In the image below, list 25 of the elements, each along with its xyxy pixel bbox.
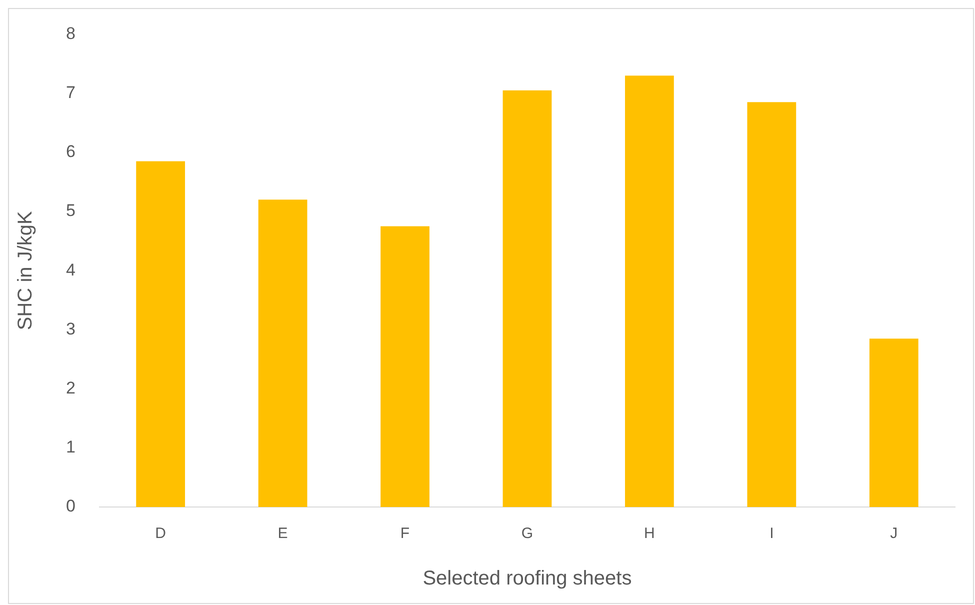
y-tick-label: 2: [66, 378, 76, 398]
x-tick-label: J: [890, 525, 898, 542]
bar: [502, 90, 552, 507]
x-tick-label: F: [400, 525, 410, 542]
x-axis-title: Selected roofing sheets: [422, 568, 632, 590]
bar: [380, 226, 430, 507]
bar: [258, 200, 308, 507]
y-tick-label: 0: [66, 496, 76, 516]
y-tick-label: 3: [66, 319, 76, 338]
x-tick-label: E: [278, 525, 288, 542]
bar: [625, 76, 674, 507]
x-tick-label: H: [644, 525, 655, 542]
x-tick-label: G: [521, 525, 534, 542]
y-tick-label: 5: [66, 201, 76, 220]
y-tick-label: 4: [66, 260, 76, 280]
y-tick-label: 7: [66, 82, 76, 102]
bar: [747, 102, 796, 507]
y-axis-title: SHC in J/kgK: [14, 210, 37, 330]
x-tick-label: I: [770, 525, 774, 542]
y-tick-label: 8: [66, 24, 76, 43]
x-tick-label: D: [155, 525, 166, 542]
bar: [869, 338, 918, 507]
bar: [136, 161, 186, 507]
y-tick-label: 1: [66, 438, 76, 457]
y-tick-label: 6: [66, 142, 76, 162]
